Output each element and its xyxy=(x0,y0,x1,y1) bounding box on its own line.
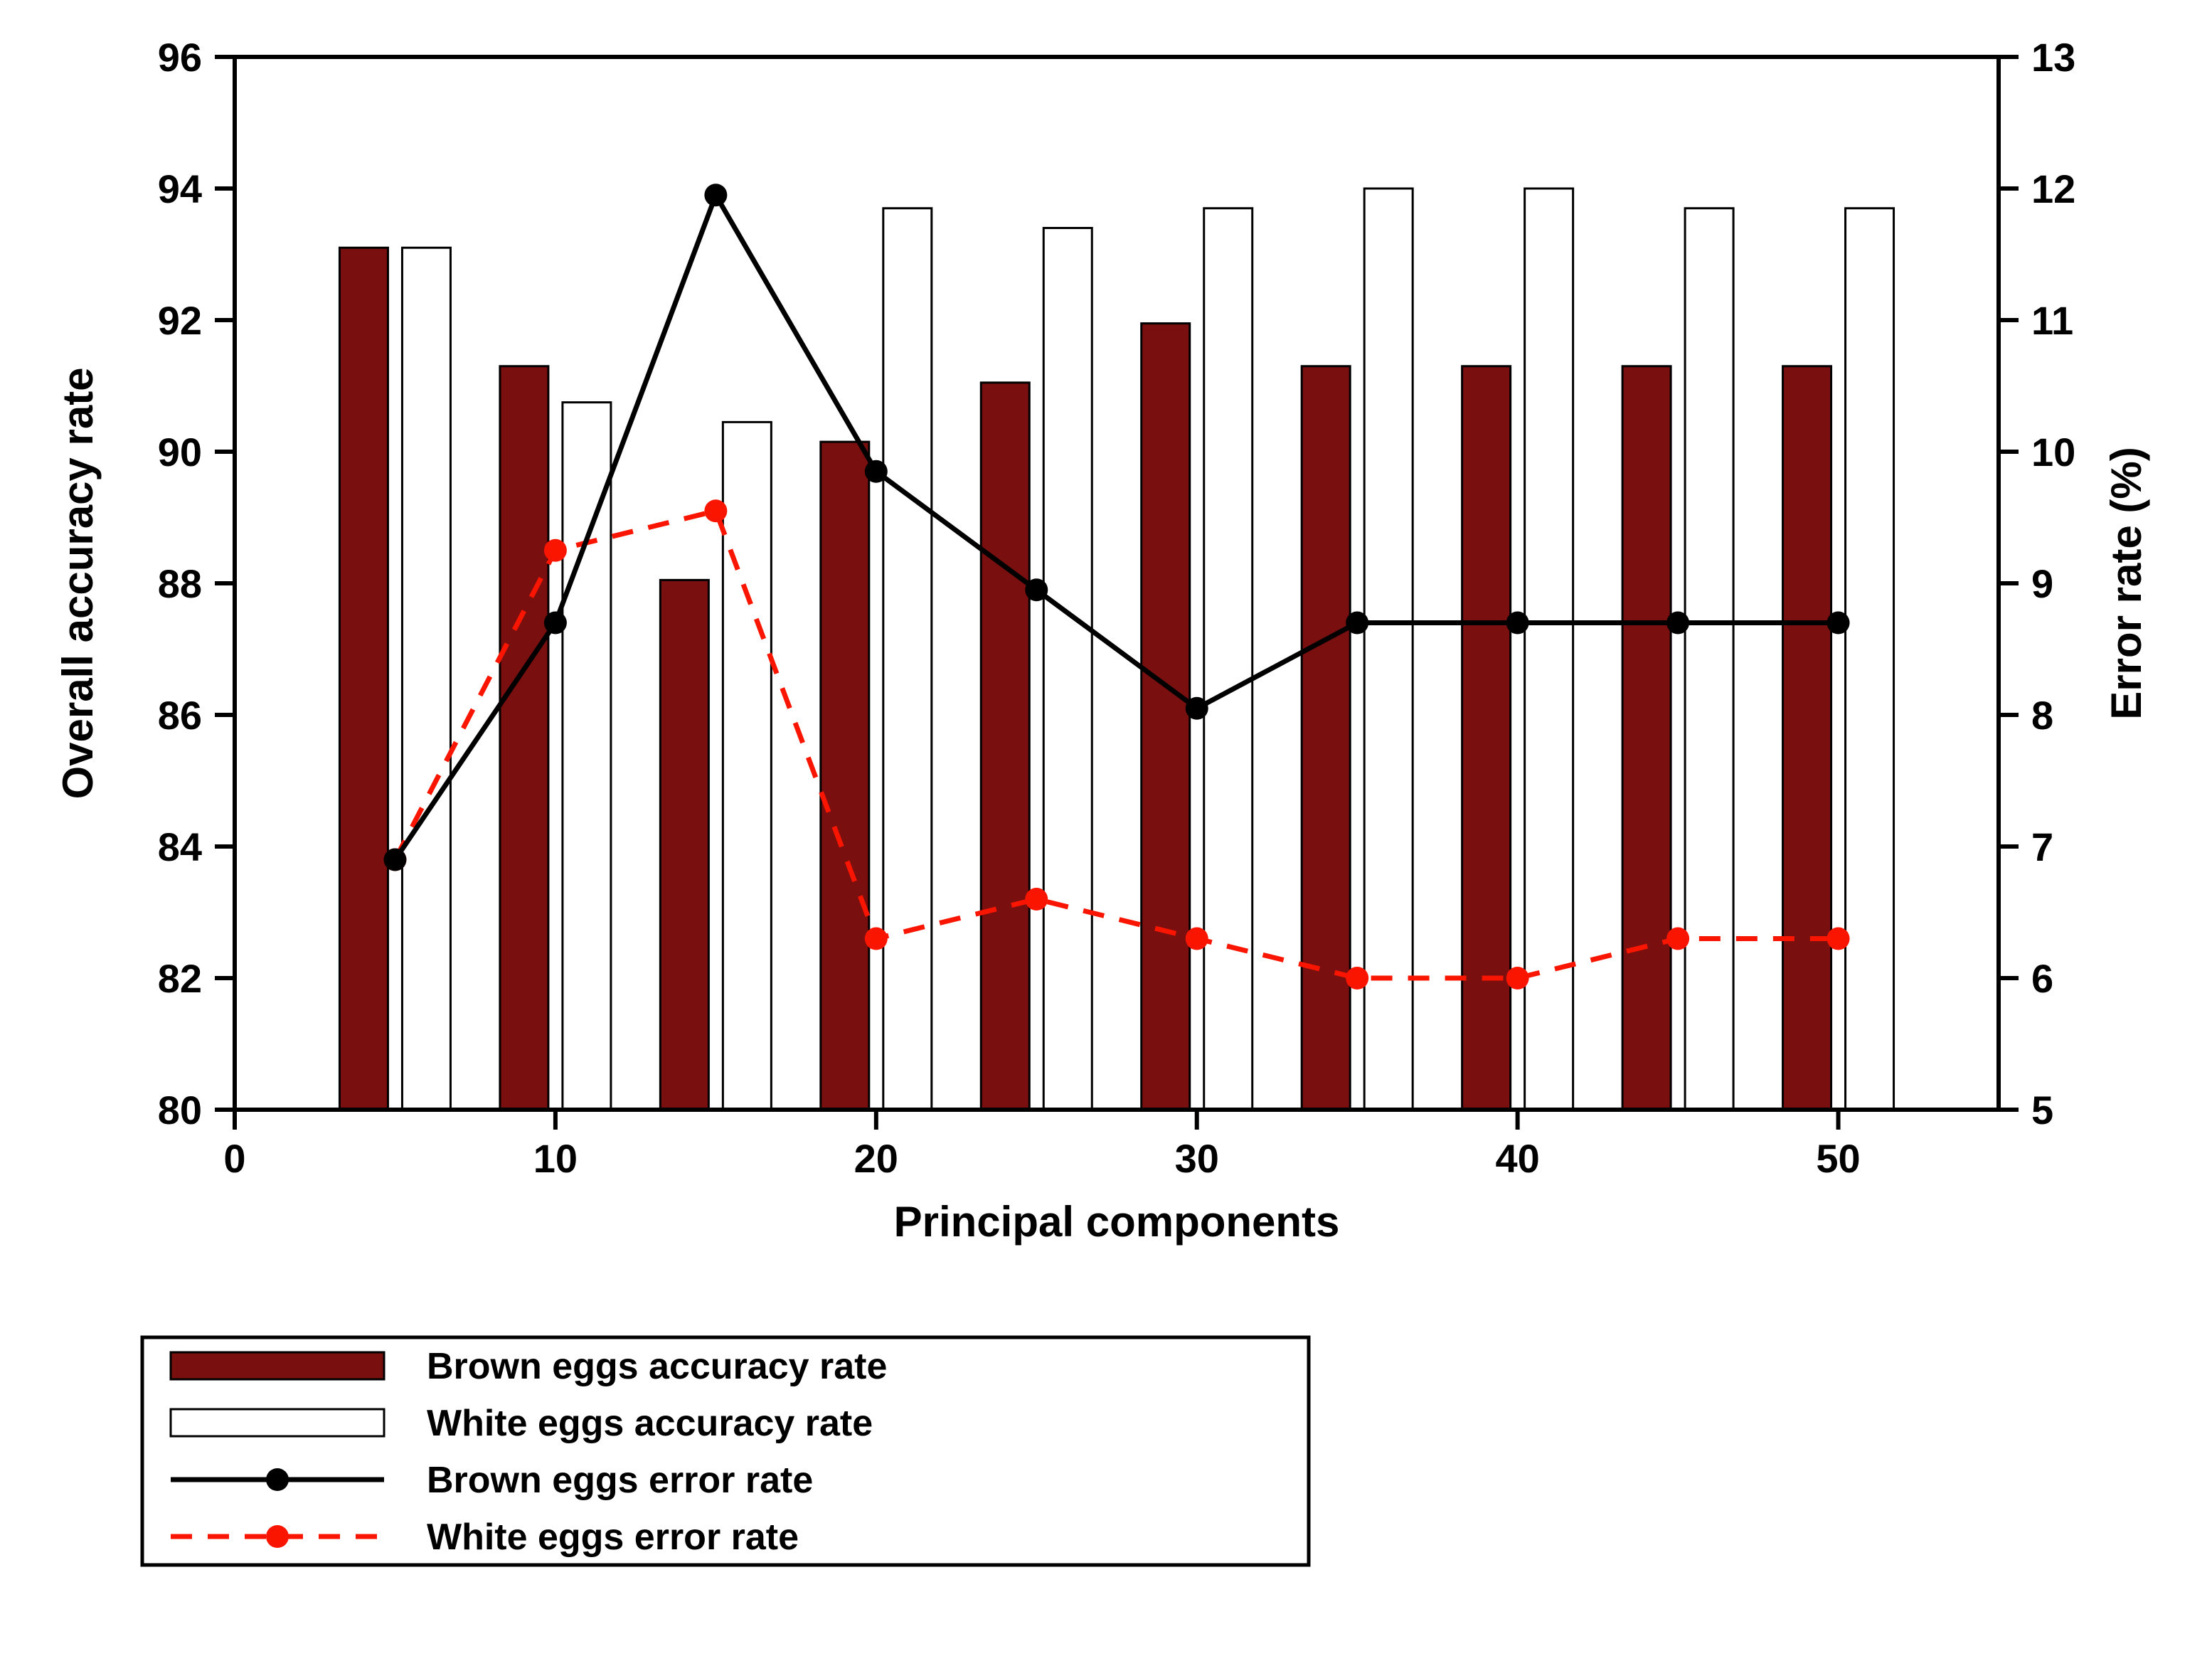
brown-accuracy-bar xyxy=(500,366,548,1110)
y-left-tick-label: 82 xyxy=(158,956,202,1001)
brown-accuracy-bar xyxy=(1783,366,1831,1110)
y-right-tick-label: 11 xyxy=(2031,298,2073,343)
brown-error-marker xyxy=(865,460,888,483)
white-accuracy-bar xyxy=(1043,228,1092,1110)
y-right-tick-label: 9 xyxy=(2031,561,2053,606)
white-accuracy-bar xyxy=(1364,189,1413,1110)
y-right-tick-label: 8 xyxy=(2031,693,2053,738)
y-right-tick-label: 12 xyxy=(2031,166,2075,211)
legend-marker xyxy=(266,1525,289,1548)
chart-container: 01020304050Principal components808284868… xyxy=(0,0,2212,1657)
legend-label: Brown eggs accuracy rate xyxy=(427,1346,887,1387)
y-right-tick-label: 7 xyxy=(2031,824,2053,869)
brown-error-marker xyxy=(1186,697,1208,720)
x-tick-label: 40 xyxy=(1495,1136,1539,1181)
brown-error-marker xyxy=(1346,612,1368,635)
brown-accuracy-bar xyxy=(660,580,708,1110)
white-accuracy-bar xyxy=(563,403,611,1110)
x-tick-label: 30 xyxy=(1175,1136,1219,1181)
y-right-tick-label: 5 xyxy=(2031,1088,2053,1132)
brown-accuracy-bar xyxy=(1142,324,1190,1110)
brown-accuracy-bar xyxy=(1462,366,1511,1110)
x-axis-label: Principal components xyxy=(894,1198,1340,1246)
y-right-tick-label: 6 xyxy=(2031,956,2053,1001)
white-error-marker xyxy=(865,928,888,950)
y-left-tick-label: 86 xyxy=(158,693,202,738)
white-error-marker xyxy=(1827,928,1850,950)
white-accuracy-bar xyxy=(1685,208,1733,1110)
brown-error-marker xyxy=(1827,612,1850,635)
white-accuracy-bar xyxy=(883,208,932,1110)
x-tick-label: 20 xyxy=(854,1136,898,1181)
y-left-axis-label: Overall accuracy rate xyxy=(54,367,102,799)
y-right-tick-label: 10 xyxy=(2031,430,2075,474)
brown-error-marker xyxy=(704,184,727,206)
brown-error-marker xyxy=(383,849,406,871)
y-left-tick-label: 94 xyxy=(158,166,202,211)
legend-swatch xyxy=(171,1409,384,1436)
white-error-marker xyxy=(704,499,727,522)
y-left-tick-label: 96 xyxy=(158,35,202,80)
y-left-tick-label: 84 xyxy=(158,824,202,869)
x-tick-label: 0 xyxy=(223,1136,245,1181)
legend: Brown eggs accuracy rate White eggs accur… xyxy=(142,1337,1309,1565)
legend-swatch xyxy=(171,1352,384,1379)
legend-label: Brown eggs error rate xyxy=(427,1460,813,1501)
y-left-tick-label: 88 xyxy=(158,561,202,606)
white-error-marker xyxy=(1666,928,1689,950)
white-error-marker xyxy=(544,539,567,562)
x-tick-label: 10 xyxy=(533,1136,578,1181)
y-right-tick-label: 13 xyxy=(2031,35,2075,80)
white-error-marker xyxy=(1025,888,1048,911)
y-left-tick-label: 92 xyxy=(158,298,202,343)
white-accuracy-bar xyxy=(1846,208,1894,1110)
y-left-tick-label: 90 xyxy=(158,430,202,474)
white-accuracy-bar xyxy=(1204,208,1253,1110)
brown-error-marker xyxy=(1506,612,1529,635)
brown-accuracy-bar xyxy=(821,442,869,1110)
white-accuracy-bar xyxy=(723,422,771,1110)
legend-label: White eggs accuracy rate xyxy=(427,1403,873,1444)
white-accuracy-bar xyxy=(402,248,450,1110)
brown-error-marker xyxy=(544,612,567,635)
white-accuracy-bar xyxy=(1525,189,1573,1110)
brown-error-marker xyxy=(1025,578,1048,601)
white-error-marker xyxy=(1506,967,1529,989)
brown-accuracy-bar xyxy=(1302,366,1350,1110)
legend-label: White eggs error rate xyxy=(427,1517,799,1558)
white-error-marker xyxy=(1186,928,1208,950)
dual-axis-bar-line-chart: 01020304050Principal components808284868… xyxy=(0,0,2212,1657)
y-right-axis-label: Error rate (%) xyxy=(2102,447,2150,719)
brown-accuracy-bar xyxy=(981,383,1029,1110)
legend-marker xyxy=(266,1468,289,1491)
brown-accuracy-bar xyxy=(1622,366,1671,1110)
y-left-tick-label: 80 xyxy=(158,1088,202,1132)
brown-error-marker xyxy=(1666,612,1689,635)
x-tick-label: 50 xyxy=(1816,1136,1860,1181)
brown-accuracy-bar xyxy=(339,248,388,1110)
white-error-marker xyxy=(1346,967,1368,989)
